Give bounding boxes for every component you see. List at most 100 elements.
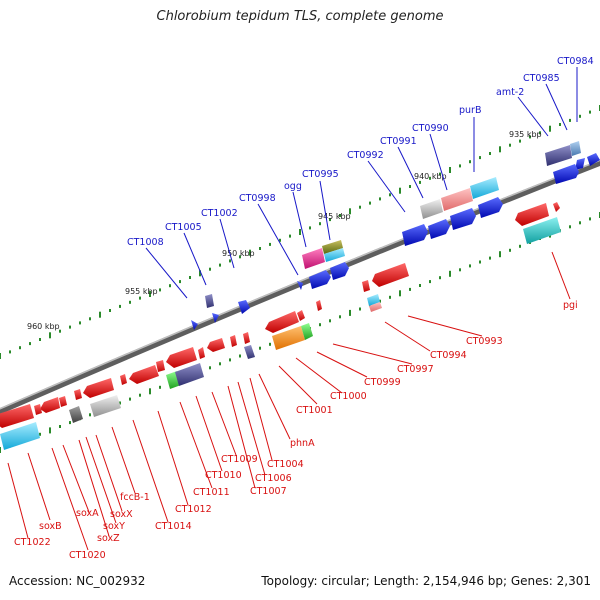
minor-tick: [329, 319, 331, 323]
gene-block[interactable]: [302, 248, 325, 269]
gene-label[interactable]: CT1000: [330, 391, 367, 402]
gene-label[interactable]: CT0995: [302, 169, 339, 180]
major-tick: [549, 125, 551, 132]
gene-block[interactable]: [545, 145, 572, 166]
gene-block[interactable]: [301, 323, 313, 340]
gene-arrow[interactable]: [297, 281, 303, 290]
gene-label[interactable]: CT1005: [165, 222, 202, 233]
gene-label[interactable]: soxB: [39, 521, 62, 532]
gene-arrow[interactable]: [129, 365, 159, 384]
gene-arrow[interactable]: [243, 332, 250, 344]
gene-arrow[interactable]: [166, 347, 197, 368]
gene-label[interactable]: CT0993: [466, 336, 503, 347]
gene-label[interactable]: soxZ: [97, 533, 120, 544]
gene-label[interactable]: soxA: [76, 508, 99, 519]
gene-arrow[interactable]: [120, 374, 127, 385]
gene-block[interactable]: [0, 422, 40, 450]
gene-label[interactable]: CT1007: [250, 486, 287, 497]
gene-label[interactable]: CT1012: [175, 504, 212, 515]
gene-block[interactable]: [205, 294, 214, 308]
gene-arrow[interactable]: [265, 311, 299, 333]
gene-label[interactable]: ogg: [284, 181, 302, 192]
gene-label[interactable]: CT1010: [205, 470, 242, 481]
gene-arrow[interactable]: [0, 404, 34, 428]
gene-label[interactable]: CT0985: [523, 73, 560, 84]
gene-label[interactable]: soxX: [110, 509, 133, 520]
gene-label[interactable]: CT0991: [380, 136, 417, 147]
gene-arrow[interactable]: [575, 158, 585, 170]
gene-arrow[interactable]: [428, 219, 450, 239]
gene-label[interactable]: CT1001: [296, 405, 333, 416]
gene-arrow[interactable]: [230, 335, 237, 347]
major-tick: [49, 332, 51, 339]
gene-label[interactable]: CT0994: [430, 350, 467, 361]
gene-arrow[interactable]: [207, 338, 225, 352]
gene-arrow[interactable]: [212, 313, 219, 323]
gene-block[interactable]: [420, 199, 443, 219]
gene-arrow[interactable]: [478, 197, 503, 218]
gene-arrow[interactable]: [297, 310, 305, 321]
minor-tick: [19, 346, 21, 350]
gene-label[interactable]: CT0997: [397, 364, 434, 375]
gene-label[interactable]: CT0999: [364, 377, 401, 388]
major-tick: [399, 290, 401, 297]
gene-block[interactable]: [322, 240, 343, 254]
gene-label[interactable]: fccB-1: [120, 492, 150, 503]
gene-label[interactable]: CT1022: [14, 537, 51, 548]
gene-arrow[interactable]: [59, 396, 67, 407]
gene-label[interactable]: CT0998: [239, 193, 276, 204]
gene-arrow[interactable]: [402, 224, 428, 246]
gene-arrow[interactable]: [156, 360, 165, 372]
gene-arrow[interactable]: [191, 320, 198, 330]
gene-arrow[interactable]: [198, 347, 205, 359]
minor-tick: [89, 317, 91, 321]
gene-arrow[interactable]: [34, 404, 42, 415]
gene-block[interactable]: [69, 406, 83, 423]
gene-block[interactable]: [244, 345, 255, 359]
gene-arrow[interactable]: [553, 202, 560, 212]
gene-block[interactable]: [369, 302, 382, 312]
gene-label[interactable]: CT1008: [127, 237, 164, 248]
gene-arrow[interactable]: [553, 164, 579, 184]
gene-arrow[interactable]: [587, 153, 600, 166]
gene-label[interactable]: CT0992: [347, 150, 384, 161]
gene-arrow[interactable]: [309, 270, 331, 289]
gene-label[interactable]: CT1020: [69, 550, 106, 561]
gene-label[interactable]: phnA: [290, 438, 315, 449]
gene-label[interactable]: soxY: [103, 521, 125, 532]
gene-arrow[interactable]: [362, 280, 370, 292]
gene-arrow[interactable]: [40, 397, 60, 413]
gene-label[interactable]: CT1014: [155, 521, 192, 532]
gene-block[interactable]: [272, 326, 305, 350]
gene-label[interactable]: amt-2: [496, 87, 524, 98]
gene-label[interactable]: CT1006: [255, 473, 292, 484]
minor-tick: [389, 295, 391, 299]
gene-label[interactable]: purB: [459, 105, 481, 116]
gene-block[interactable]: [523, 217, 561, 244]
gene-arrow[interactable]: [372, 263, 409, 287]
gene-label[interactable]: CT1002: [201, 208, 238, 219]
gene-block[interactable]: [324, 248, 345, 262]
gene-arrow[interactable]: [316, 300, 322, 311]
gene-arrow[interactable]: [238, 300, 250, 314]
gene-arrow[interactable]: [74, 389, 82, 400]
gene-block[interactable]: [470, 177, 499, 199]
gene-block[interactable]: [367, 294, 380, 306]
gene-label[interactable]: CT0984: [557, 56, 594, 67]
gene-label[interactable]: CT1004: [267, 459, 304, 470]
gene-label[interactable]: pgi: [563, 300, 578, 311]
gene-arrow[interactable]: [515, 203, 549, 226]
gene-arrow[interactable]: [330, 262, 349, 280]
gene-block[interactable]: [90, 395, 121, 417]
gene-arrow[interactable]: [450, 208, 476, 230]
gene-label[interactable]: CT1009: [221, 454, 258, 465]
gene-arrow[interactable]: [83, 378, 114, 398]
gene-block[interactable]: [570, 141, 581, 156]
minor-tick: [539, 131, 541, 135]
minor-tick: [419, 284, 421, 287]
gene-label[interactable]: CT0990: [412, 123, 449, 134]
gene-label[interactable]: CT1011: [193, 487, 230, 498]
gene-block[interactable]: [441, 188, 473, 211]
gene-block[interactable]: [175, 363, 204, 386]
minor-tick: [429, 176, 431, 180]
